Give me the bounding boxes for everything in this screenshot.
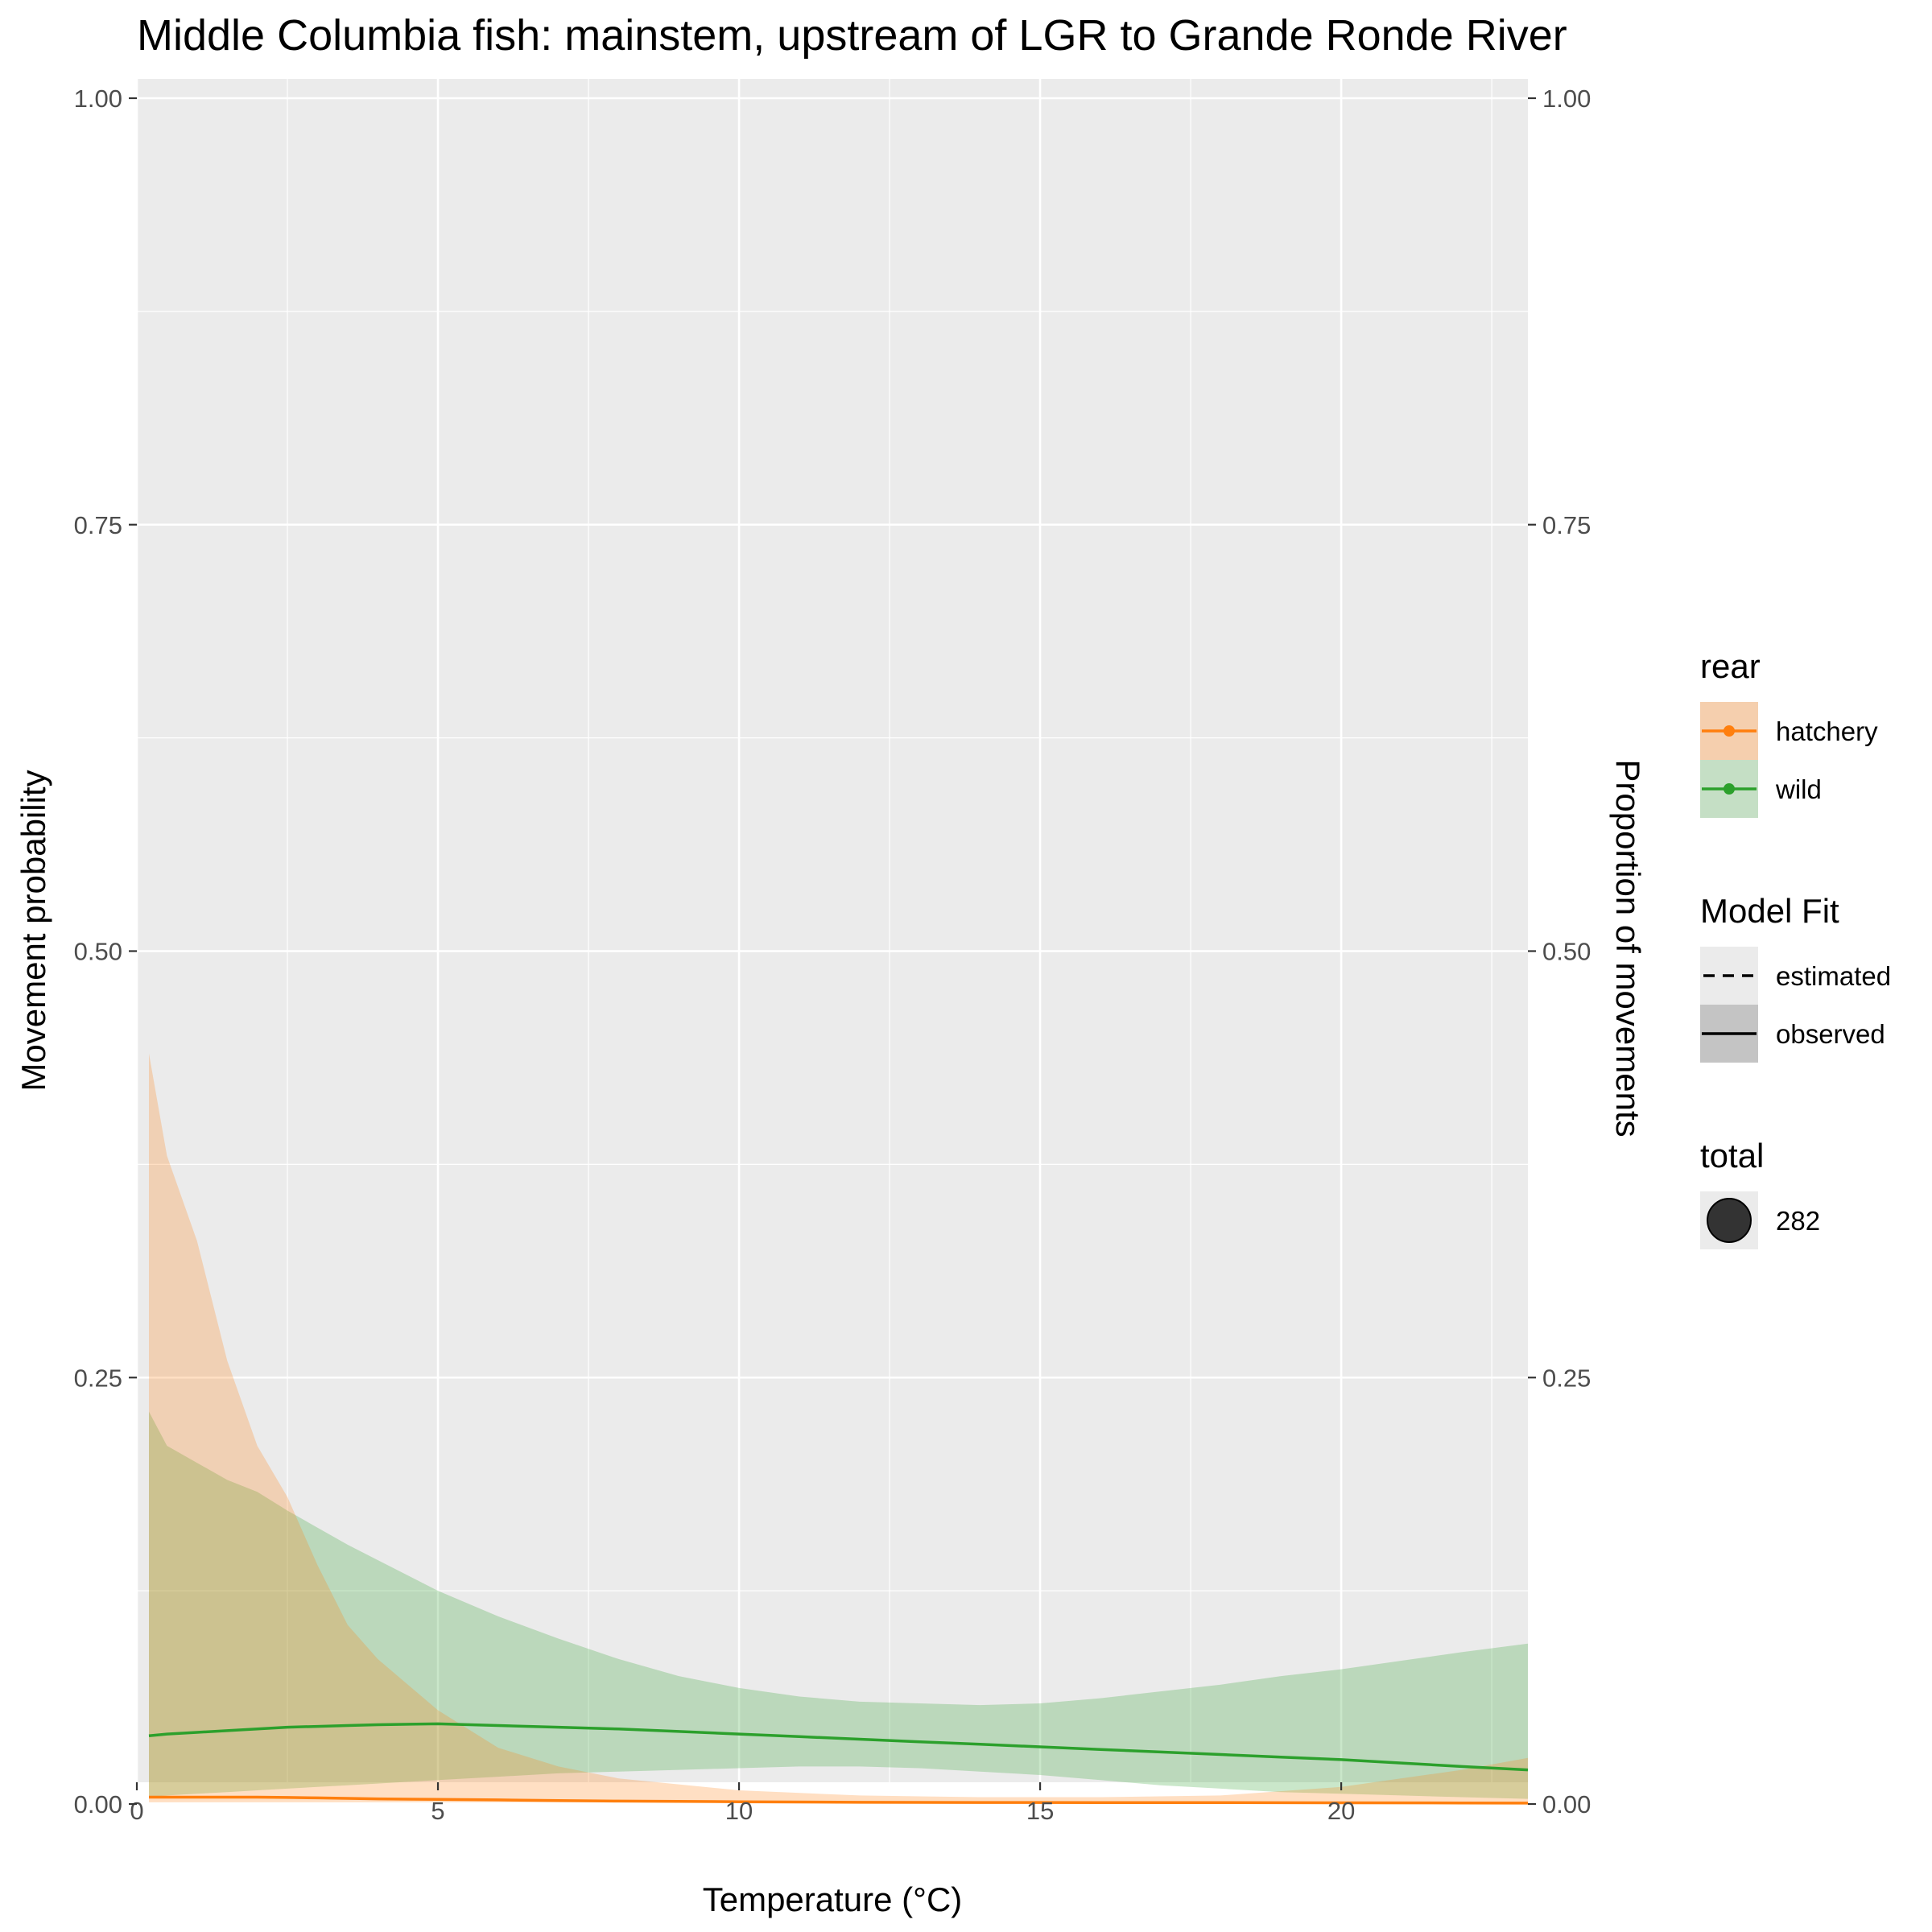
x-tick-label: 5 (431, 1797, 444, 1825)
y-right-tick-label: 0.25 (1542, 1364, 1591, 1392)
y-right-tick-label: 0.00 (1542, 1790, 1591, 1818)
minor-gridlines (137, 79, 1528, 1782)
legend-item-estimated: estimated (1700, 947, 1891, 1005)
y-axis-title: Movement probability (14, 770, 52, 1091)
legend-label-total: 282 (1776, 1206, 1820, 1236)
axes: 0 5 10 15 20 0.00 0.00 0.25 0.25 0.50 0.50 0.75 0.75… (74, 85, 1591, 1825)
legend-point-wild (1724, 783, 1735, 795)
major-gridlines (135, 79, 1528, 1806)
legend-label-wild: wild (1775, 774, 1822, 804)
x-tick-label: 10 (725, 1797, 753, 1825)
plot-panel (137, 79, 1528, 1782)
x-axis-title: Temperature (°C) (703, 1880, 963, 1918)
y-right-tick-label: 1.00 (1542, 85, 1591, 113)
legend-item-hatchery: hatchery (1700, 702, 1878, 760)
y-tick-label: 0.50 (74, 938, 122, 966)
legend-title-model-fit: Model Fit (1700, 892, 1839, 930)
legend-point-hatchery (1724, 725, 1735, 737)
band-wild (149, 1411, 1528, 1799)
legend-item-total: 282 (1700, 1191, 1820, 1249)
legend-point-total (1707, 1198, 1752, 1243)
legend-label-estimated: estimated (1776, 961, 1891, 991)
y-right-tick-label: 0.50 (1542, 938, 1591, 966)
y-tick-label: 0.25 (74, 1364, 122, 1392)
legend-item-observed: observed (1700, 1005, 1885, 1063)
chart-title: Middle Columbia fish: mainstem, upstream… (137, 11, 1567, 60)
legend-title-total: total (1700, 1137, 1764, 1174)
y-tick-label: 1.00 (74, 85, 122, 113)
y-right-tick-label: 0.75 (1542, 511, 1591, 539)
legend-label-hatchery: hatchery (1776, 716, 1878, 746)
legend-label-observed: observed (1776, 1019, 1885, 1049)
x-tick-label: 20 (1327, 1797, 1355, 1825)
line-wild (148, 1722, 1529, 1772)
series-lines (148, 1722, 1529, 1805)
line-hatchery (149, 1795, 1529, 1805)
legend-title-rear: rear (1700, 647, 1761, 685)
y-axis-right-title: Proportion of movements (1609, 759, 1647, 1137)
y-tick-label: 0.00 (74, 1790, 122, 1818)
legend: rear hatchery wild Model Fit estimated o… (1700, 647, 1891, 1249)
x-tick-label: 0 (130, 1797, 143, 1825)
y-tick-label: 0.75 (74, 511, 122, 539)
x-tick-label: 15 (1026, 1797, 1054, 1825)
legend-item-wild: wild (1700, 760, 1822, 818)
